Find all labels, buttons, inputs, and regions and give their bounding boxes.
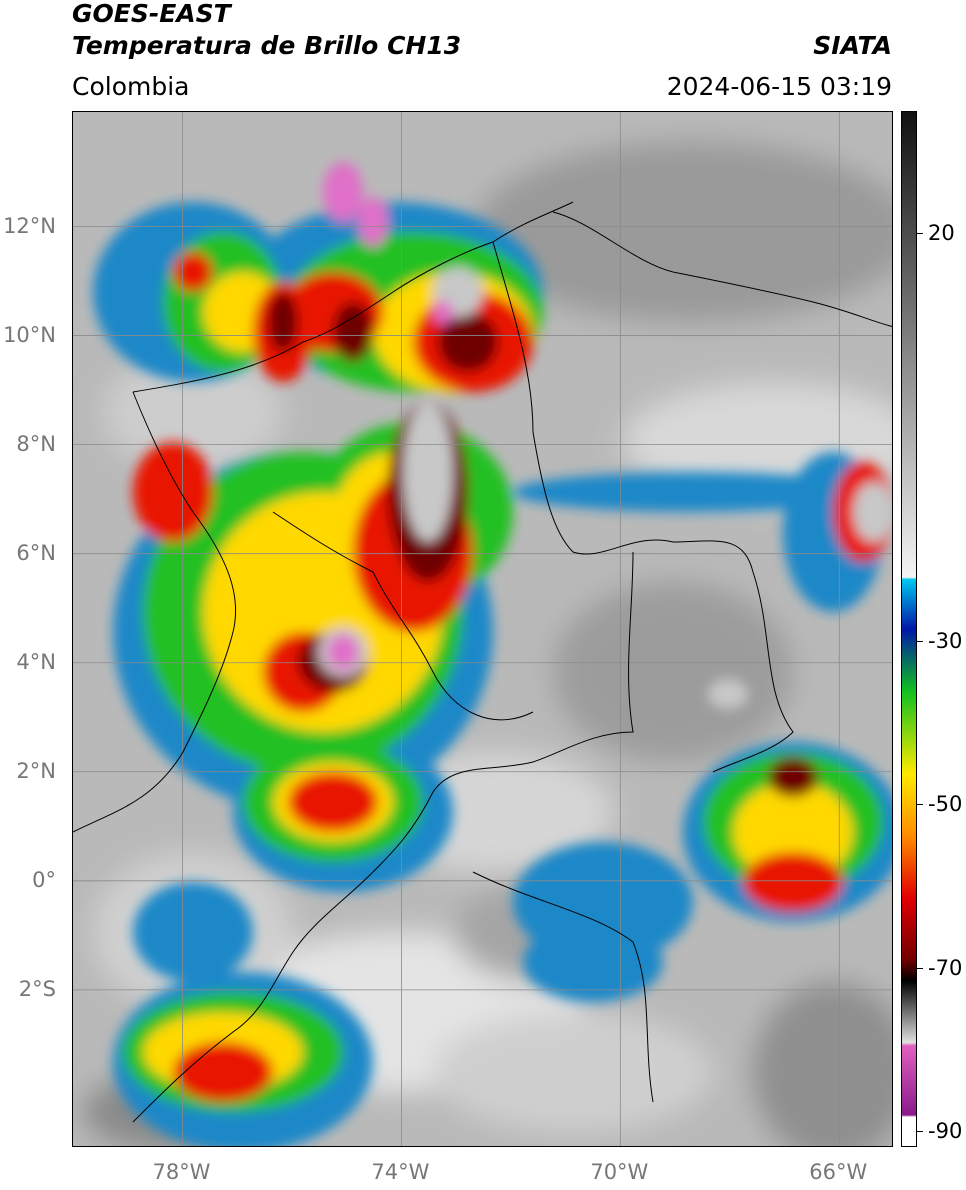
colorbar-tick-label: 20 bbox=[928, 221, 955, 246]
colombia-peru-border bbox=[132, 871, 374, 1123]
lat-tick-label: 12°N bbox=[3, 213, 56, 238]
colombia-venezuela-border bbox=[492, 241, 794, 773]
borders bbox=[73, 201, 892, 1123]
colorbar-tick bbox=[917, 233, 923, 235]
lat-tick-label: 2°S bbox=[18, 976, 56, 1001]
colorbar-tick bbox=[917, 804, 923, 806]
colombia-brazil-border bbox=[472, 871, 654, 1103]
lat-tick-label: 2°N bbox=[16, 758, 56, 783]
lon-tick-label: 66°W bbox=[809, 1160, 868, 1184]
colorbar-tick bbox=[917, 641, 923, 643]
gridlines bbox=[73, 112, 892, 1146]
colorbar-svg bbox=[902, 112, 916, 1146]
venezuela-coast bbox=[552, 211, 892, 327]
colorbar-tick bbox=[917, 1130, 923, 1132]
lon-tick-label: 74°W bbox=[371, 1160, 430, 1184]
colorbar bbox=[901, 111, 917, 1147]
lat-tick-label: 10°N bbox=[3, 322, 56, 347]
convective-clouds bbox=[93, 162, 892, 1146]
lat-tick-label: 6°N bbox=[16, 540, 56, 565]
title-line1: GOES-EAST bbox=[72, 0, 231, 28]
lon-tick-label: 78°W bbox=[152, 1160, 211, 1184]
pacific-coastline bbox=[73, 391, 237, 833]
lon-tick-label: 70°W bbox=[590, 1160, 649, 1184]
region-label: Colombia bbox=[72, 72, 190, 101]
colorbar-tick-label: -50 bbox=[928, 792, 963, 817]
colorbar-tick-label: -70 bbox=[928, 955, 963, 980]
colorbar-tick-label: -90 bbox=[928, 1118, 963, 1143]
datetime-label: 2024-06-15 03:19 bbox=[666, 72, 892, 101]
colorbar-tick bbox=[917, 967, 923, 969]
lat-tick-label: 0° bbox=[32, 867, 56, 892]
lat-tick-label: 8°N bbox=[16, 431, 56, 456]
organization-label: SIATA bbox=[813, 31, 892, 60]
colombia-east-border bbox=[372, 551, 634, 873]
caribbean-coastline bbox=[132, 201, 574, 393]
lat-tick-label: 4°N bbox=[16, 649, 56, 674]
internal-borders bbox=[272, 511, 534, 721]
title-line2: Temperatura de Brillo CH13 bbox=[72, 31, 462, 60]
map-svg bbox=[73, 112, 892, 1146]
satellite-map bbox=[72, 111, 893, 1147]
colorbar-tick-label: -30 bbox=[928, 629, 963, 654]
